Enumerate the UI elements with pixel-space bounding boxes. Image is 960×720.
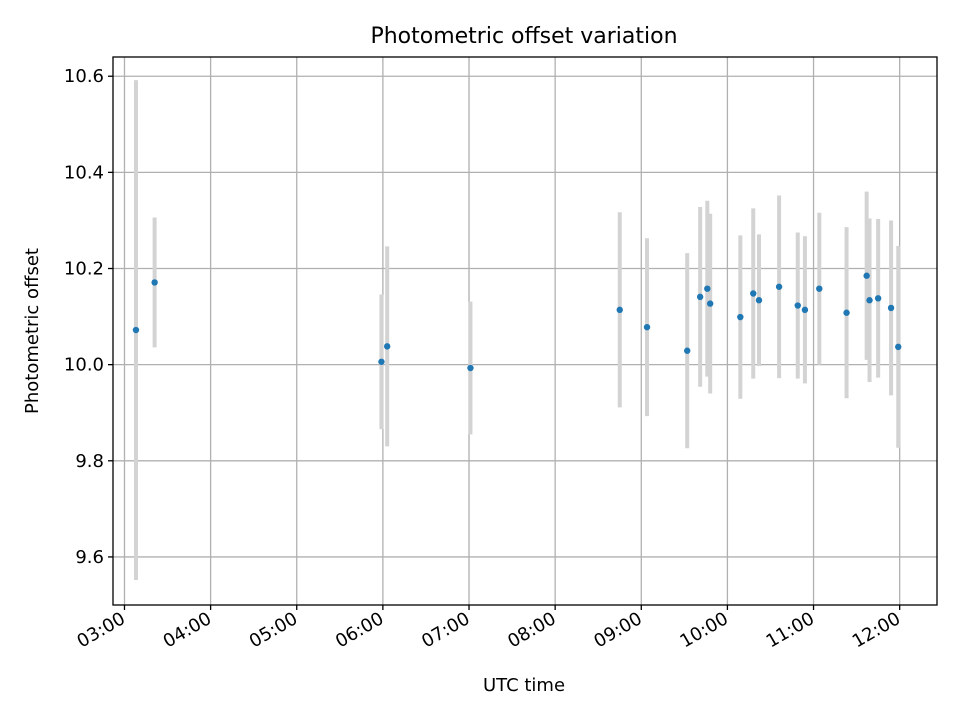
- data-point: [737, 313, 744, 321]
- x-tick-label: 04:00: [160, 608, 215, 652]
- x-tick-label: 07:00: [418, 608, 473, 652]
- data-point: [643, 323, 651, 331]
- x-tick-label: 03:00: [74, 608, 129, 652]
- y-tick-label: 10.2: [64, 259, 104, 280]
- y-axis-ticks: 9.6 9.8 10.0 10.2 10.4 10.6: [64, 66, 113, 568]
- x-axis-ticks: 03:00 04:00 05:00 06:00 07:00 08:00 09:00 10:00…: [74, 605, 904, 652]
- data-point: [887, 304, 895, 312]
- y-axis-label: Photometric offset: [22, 248, 43, 414]
- data-point: [132, 326, 140, 334]
- grid-layer: [113, 57, 937, 605]
- data-point: [843, 309, 850, 316]
- errorbar-layer: [133, 80, 901, 581]
- data-point: [801, 306, 809, 314]
- data-point: [895, 343, 902, 351]
- data-point: [775, 283, 783, 290]
- y-tick-label: 9.6: [75, 547, 104, 568]
- data-point: [866, 297, 873, 304]
- x-axis-label: UTC time: [483, 675, 565, 696]
- chart-title: Photometric offset variation: [370, 24, 677, 49]
- data-point: [696, 293, 704, 301]
- x-tick-label: 08:00: [504, 608, 559, 652]
- y-tick-label: 10.4: [64, 162, 104, 183]
- y-tick-label: 10.6: [64, 66, 104, 87]
- data-point: [383, 343, 391, 350]
- data-point: [750, 290, 757, 297]
- x-tick-label: 06:00: [332, 608, 387, 652]
- x-tick-label: 12:00: [849, 608, 904, 652]
- data-point: [684, 347, 691, 354]
- data-point: [863, 272, 870, 279]
- data-point: [704, 285, 711, 292]
- x-tick-label: 11:00: [763, 608, 818, 652]
- data-point: [706, 300, 714, 307]
- data-point: [616, 306, 623, 314]
- y-tick-label: 10.0: [64, 355, 104, 376]
- data-point: [467, 364, 474, 372]
- data-point: [378, 358, 385, 365]
- x-tick-label: 09:00: [590, 608, 645, 652]
- point-layer: [132, 272, 902, 372]
- x-tick-label: 05:00: [246, 608, 301, 652]
- plot-frame: [112, 56, 938, 606]
- data-point: [151, 279, 158, 286]
- data-point: [794, 302, 801, 309]
- data-point: [874, 295, 882, 302]
- y-tick-label: 9.8: [75, 451, 104, 472]
- data-point: [755, 297, 763, 304]
- data-point: [816, 285, 823, 292]
- x-tick-label: 10:00: [676, 608, 731, 652]
